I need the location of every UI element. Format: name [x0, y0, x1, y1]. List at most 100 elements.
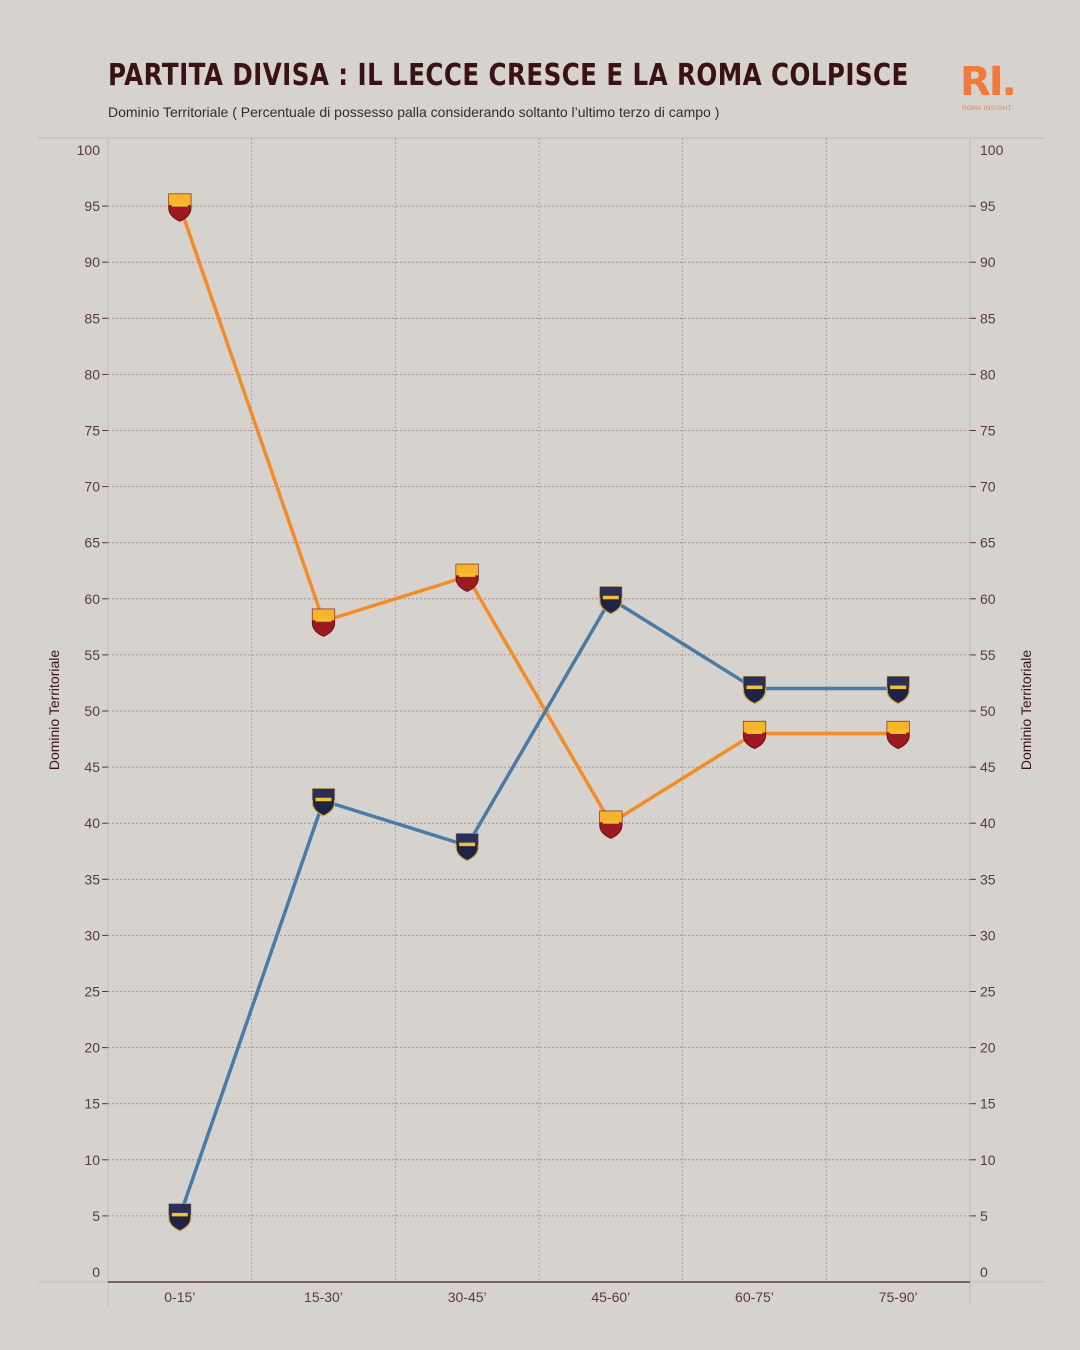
y-axis-label-left: Dominio Territoriale	[46, 650, 62, 771]
crest-band	[168, 1203, 191, 1215]
y-tick-label-left: 25	[84, 984, 100, 1000]
crest-stripe	[171, 1212, 188, 1217]
y-tick-label-right: 30	[980, 927, 996, 943]
y-tick-label-right: 50	[980, 703, 996, 719]
y-tick-label-right: 10	[980, 1152, 996, 1168]
y-tick-label-left: 50	[84, 703, 100, 719]
logo-subtext: ROMA INSIGHT	[962, 106, 1012, 112]
x-tick-label: 75-90’	[879, 1289, 918, 1305]
roma-crest-icon	[311, 608, 336, 637]
crest-stripe	[746, 730, 763, 734]
y-tick-label-left: 20	[84, 1040, 100, 1056]
y-tick-label-left: 95	[84, 198, 100, 214]
crest-band	[312, 609, 335, 621]
logo-mark: RI.	[960, 59, 1017, 105]
lecce-crest-icon	[168, 1203, 192, 1232]
x-axis-ticks: 0-15’ 15-30’ 30-45’ 45-60’ 60-75’ 75-90’	[164, 1289, 917, 1305]
y-tick-label-right: 90	[980, 254, 996, 270]
roma-crest-icon	[168, 193, 192, 222]
y-tick-label-left: 40	[84, 815, 100, 831]
roma-crest-icon	[599, 810, 623, 839]
y-tick-label-right: 40	[980, 815, 996, 831]
y-tick-label-right: 100	[980, 142, 1004, 158]
y-tick-label-right: 80	[980, 366, 996, 382]
crest-stripe	[746, 685, 763, 690]
crest-band	[456, 833, 479, 845]
vertical-gridlines	[251, 138, 827, 1282]
crest-stripe	[602, 595, 619, 600]
crest-band	[599, 586, 622, 598]
crest-stripe	[890, 730, 907, 734]
crest-stripe	[171, 203, 188, 207]
y-tick-label-left: 0	[92, 1264, 100, 1280]
y-tick-label-left: 65	[84, 535, 100, 551]
crest-stripe	[602, 820, 619, 824]
y-tick-label-right: 70	[980, 479, 996, 495]
y-tick-label-left: 35	[84, 871, 100, 887]
y-tick-label-right: 75	[980, 423, 996, 439]
crest-stripe	[315, 618, 332, 622]
lecce-crest-icon	[599, 586, 623, 615]
lecce-crest-icon	[311, 788, 336, 817]
y-tick-label-right: 85	[980, 310, 996, 326]
y-tick-label-right: 20	[980, 1040, 996, 1056]
crest-band	[887, 676, 910, 688]
y-tick-label-left: 5	[92, 1208, 100, 1224]
y-tick-label-right: 35	[980, 871, 996, 887]
crest-band	[312, 788, 335, 800]
y-tick-label-right: 60	[980, 591, 996, 607]
crest-stripe	[459, 842, 476, 847]
lecce-crest-icon	[455, 833, 479, 862]
x-tick-label: 0-15’	[164, 1289, 195, 1305]
y-tick-label-left: 15	[84, 1096, 100, 1112]
y-tick-label-right: 55	[980, 647, 996, 663]
y-tick-label-left: 90	[84, 254, 100, 270]
x-tick-label: 45-60’	[591, 1289, 630, 1305]
y-tick-label-right: 95	[980, 198, 996, 214]
lecce-crest-icon	[742, 675, 767, 705]
crest-band	[743, 721, 766, 733]
crest-stripe	[315, 797, 332, 802]
y-tick-label-left: 60	[84, 591, 100, 607]
y-tick-label-right: 45	[980, 759, 996, 775]
x-tick-label: 60-75’	[735, 1289, 774, 1305]
crest-stripe	[459, 573, 476, 577]
y-tick-label-left: 85	[84, 310, 100, 326]
y-axis-label-right: Dominio Territoriale	[1018, 650, 1034, 771]
y-tick-label-right: 0	[980, 1264, 988, 1280]
y-tick-label-left: 75	[84, 423, 100, 439]
roma-crest-icon	[742, 720, 767, 750]
crest-band	[743, 676, 766, 688]
page-title: PARTITA DIVISA : IL LECCE CRESCE E LA RO…	[108, 58, 909, 93]
y-tick-label-left: 10	[84, 1152, 100, 1168]
crest-band	[887, 721, 910, 733]
roma-crest-icon	[455, 563, 479, 593]
y-axis-left-ticks: 0 5 10 15 20 25 30 35 40 45 50 55 60 65 70 75 80 85 90 95 10…	[77, 142, 108, 1280]
axes	[38, 138, 1044, 1306]
roma-insight-logo: RI. ROMA INSIGHT	[956, 60, 1026, 120]
crest-stripe	[890, 685, 907, 690]
y-tick-label-right: 5	[980, 1208, 988, 1224]
y-tick-label-left: 45	[84, 759, 100, 775]
y-tick-label-right: 25	[980, 984, 996, 1000]
crest-band	[168, 194, 191, 206]
y-tick-label-right: 15	[980, 1096, 996, 1112]
y-tick-label-left: 70	[84, 479, 100, 495]
y-tick-label-left: 100	[77, 142, 101, 158]
y-tick-label-right: 65	[980, 535, 996, 551]
y-tick-label-left: 55	[84, 647, 100, 663]
crest-band	[599, 811, 622, 823]
lecce-crest-icon	[886, 675, 910, 705]
series-markers	[168, 193, 910, 1232]
y-tick-label-left: 80	[84, 366, 100, 382]
series-lines	[178, 204, 900, 1218]
page-subtitle: Dominio Territoriale ( Percentuale di po…	[108, 104, 720, 120]
x-tick-label: 30-45’	[448, 1289, 487, 1305]
crest-band	[456, 564, 479, 576]
x-tick-label: 15-30’	[304, 1289, 343, 1305]
y-tick-label-left: 30	[84, 927, 100, 943]
series-line	[178, 597, 900, 1218]
series-line	[178, 204, 900, 825]
y-axis-right-ticks: 0 5 10 15 20 25 30 35 40 45 50 55 60 65 70 75 80 85 90 95 10…	[970, 142, 1004, 1280]
